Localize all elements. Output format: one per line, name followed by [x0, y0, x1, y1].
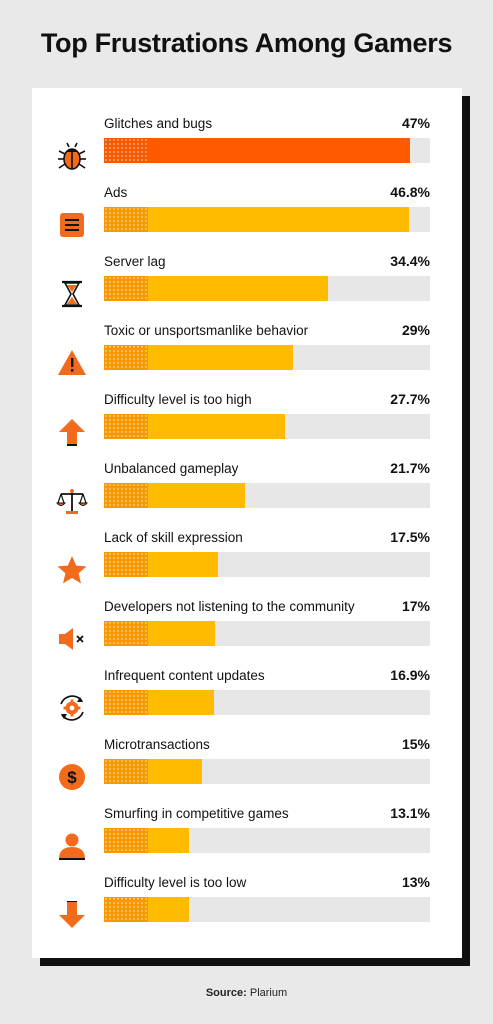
bar-texture [104, 690, 148, 715]
bar-row: $ Microtransactions 15% [32, 736, 462, 806]
bar-texture [104, 759, 148, 784]
bar-track [104, 207, 430, 232]
bar-texture [104, 552, 148, 577]
svg-text:$: $ [67, 768, 77, 787]
bar-row: Toxic or unsportsmanlike behavior 29% [32, 322, 462, 392]
bar [104, 276, 328, 301]
bar-label: Server lag [104, 254, 166, 269]
bar-label: Toxic or unsportsmanlike behavior [104, 323, 309, 338]
bar-value-label: 13.1% [390, 805, 430, 821]
bar-label: Smurfing in competitive games [104, 806, 289, 821]
source-label: Source: [205, 987, 247, 999]
bar-row: Infrequent content updates 16.9% [32, 667, 462, 737]
bar-value-label: 21.7% [390, 460, 430, 476]
scales-icon [56, 485, 88, 517]
bar-texture [104, 414, 148, 439]
bar-value-label: 34.4% [390, 253, 430, 269]
bar-row: Server lag 34.4% [32, 253, 462, 323]
arrow-up-icon [56, 416, 88, 448]
bar [104, 138, 410, 163]
bar-track [104, 759, 430, 784]
bar-label: Difficulty level is too high [104, 392, 252, 407]
bar-track [104, 690, 430, 715]
speaker-mute-icon [56, 623, 88, 655]
bar-value-label: 46.8% [390, 184, 430, 200]
bar-value-label: 17% [401, 598, 430, 614]
bar-value-label: 29% [401, 322, 430, 338]
bar-value-label: 47% [401, 115, 430, 131]
bar-track [104, 897, 430, 922]
bar-row: Ads 46.8% [32, 184, 462, 254]
bar-row: Difficulty level is too high 27.7% [32, 391, 462, 461]
bar-label: Developers not listening to the communit… [104, 599, 355, 614]
bar-label: Infrequent content updates [104, 668, 265, 683]
bar-texture [104, 621, 148, 646]
bar-label: Unbalanced gameplay [104, 461, 239, 476]
bar-track [104, 552, 430, 577]
warning-icon [56, 347, 88, 379]
bar-texture [104, 483, 148, 508]
source-note: Source: Plarium [0, 987, 493, 999]
bar-value-label: 17.5% [390, 529, 430, 545]
bar-label: Difficulty level is too low [104, 875, 247, 890]
bar [104, 483, 245, 508]
bar [104, 207, 409, 232]
bar-row: Glitches and bugs 47% [32, 115, 462, 185]
bar-label: Ads [104, 185, 128, 200]
bar [104, 345, 293, 370]
bar-texture [104, 345, 148, 370]
bar-row: Developers not listening to the communit… [32, 598, 462, 668]
bar-track [104, 414, 430, 439]
bar-value-label: 13% [401, 874, 430, 890]
bar-value-label: 16.9% [390, 667, 430, 683]
bar [104, 621, 215, 646]
bar [104, 414, 285, 439]
arrow-down-icon [56, 899, 88, 931]
bar-label: Glitches and bugs [104, 116, 213, 131]
user-icon [56, 830, 88, 862]
bar-value-label: 27.7% [390, 391, 430, 407]
hourglass-icon [56, 278, 88, 310]
bar-track [104, 483, 430, 508]
bar [104, 759, 202, 784]
bar-track [104, 828, 430, 853]
bar-texture [104, 138, 148, 163]
bar-texture [104, 276, 148, 301]
bar-label: Microtransactions [104, 737, 210, 752]
bar-row: Unbalanced gameplay 21.7% [32, 460, 462, 530]
bar [104, 552, 218, 577]
ad-list-icon [56, 209, 88, 241]
dollar-coin-icon: $ [56, 761, 88, 793]
bar-track [104, 276, 430, 301]
bar-texture [104, 828, 148, 853]
bar-texture [104, 897, 148, 922]
bar-track [104, 345, 430, 370]
bar-row: Lack of skill expression 17.5% [32, 529, 462, 599]
bar [104, 690, 214, 715]
bug-icon [56, 140, 88, 172]
bar-label: Lack of skill expression [104, 530, 243, 545]
bar-row: Smurfing in competitive games 13.1% [32, 805, 462, 875]
source-name: Plarium [249, 987, 288, 999]
gear-refresh-icon [56, 692, 88, 724]
bar-row: Difficulty level is too low 13% [32, 874, 462, 944]
bar-value-label: 15% [401, 736, 430, 752]
bar-track [104, 621, 430, 646]
bar [104, 828, 189, 853]
chart-card: Glitches and bugs 47% Ads 46.8% Server lag 34… [32, 88, 462, 958]
star-icon [56, 554, 88, 586]
bar-track [104, 138, 430, 163]
bar-texture [104, 207, 148, 232]
bar [104, 897, 189, 922]
chart-title: Top Frustrations Among Gamers [40, 28, 453, 58]
